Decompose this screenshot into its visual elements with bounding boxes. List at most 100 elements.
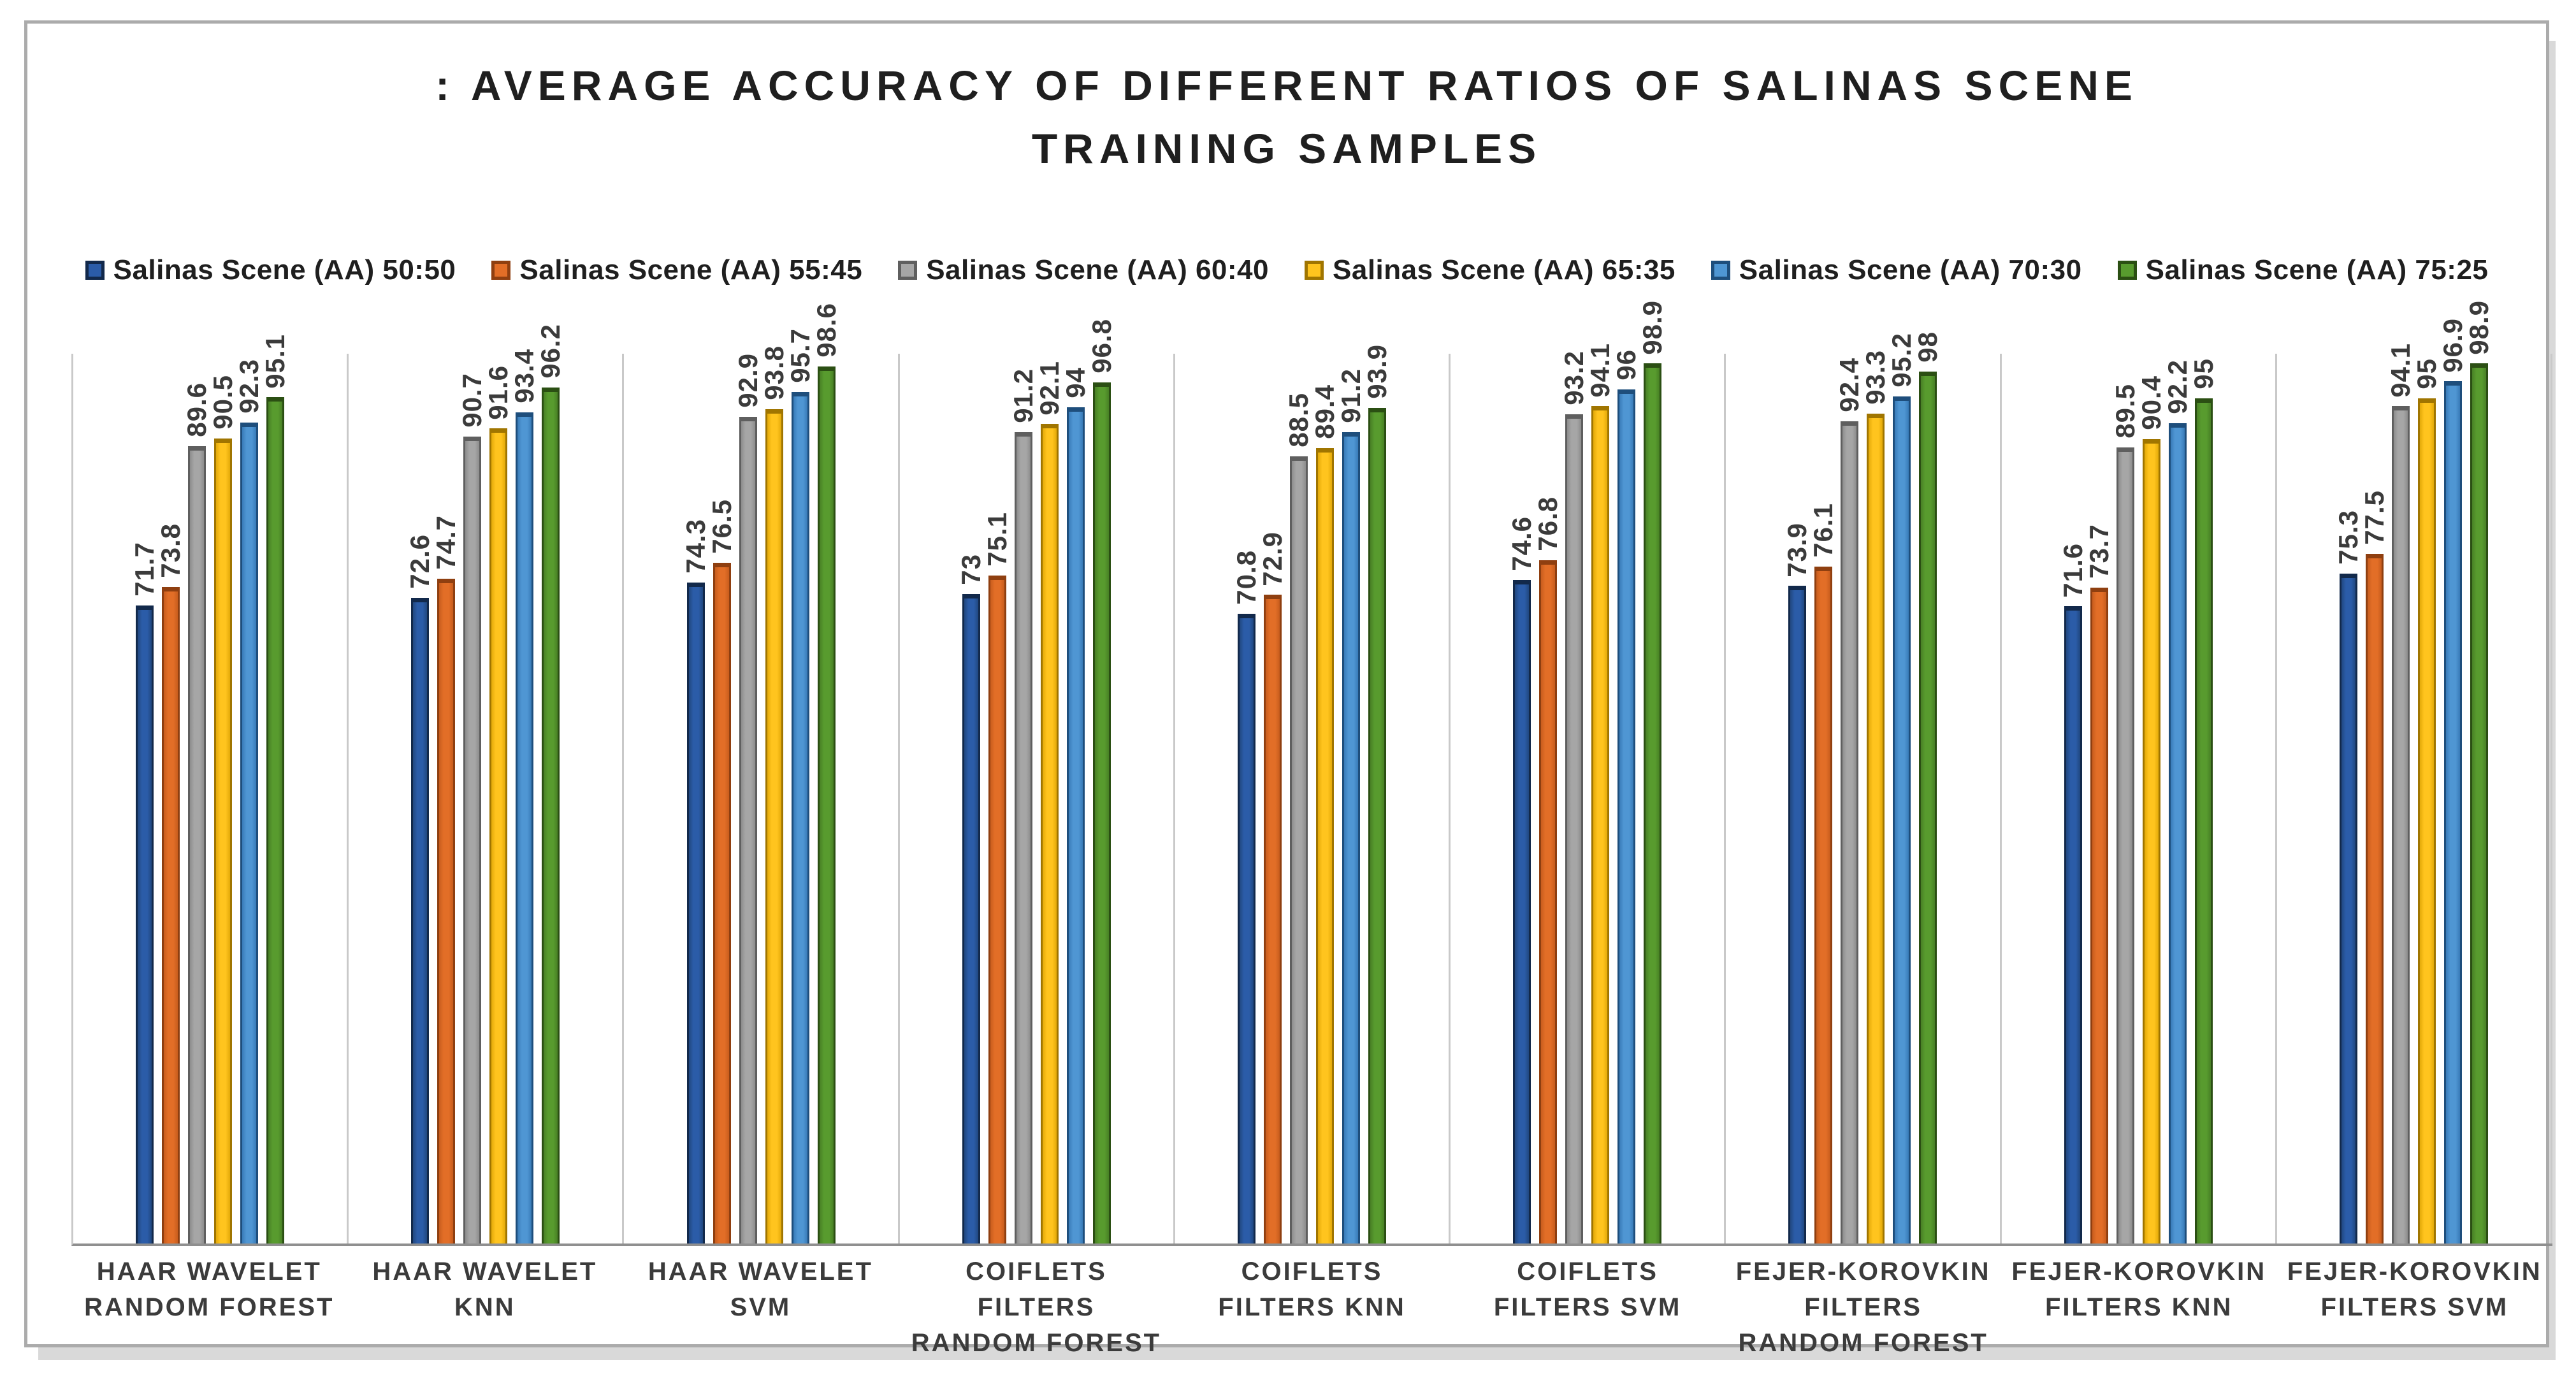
- category-axis: HAAR WAVELET RANDOM FOREST HAAR WAVELET K…: [71, 1254, 2552, 1361]
- plot-area: 71.7 73.8 89.6 90.5 92.3 95.1 72.6 74.7 90.7 91.6…: [71, 300, 2552, 1246]
- category-label: FEJER-KOROVKIN FILTERS RANDOM FOREST: [1735, 1258, 1991, 1357]
- bar-slot: 93.4: [509, 349, 539, 1243]
- bar-slot: 73.7: [2084, 354, 2114, 1243]
- bar-value-label: 93.2: [1559, 351, 1589, 405]
- category-group: 74.3 76.5 92.9 93.8 95.7 98.6: [624, 303, 900, 1243]
- bar: [2194, 398, 2213, 1243]
- bar-value-label: 73: [955, 554, 986, 585]
- bar: [2365, 554, 2384, 1243]
- bar: [1539, 560, 1558, 1243]
- bar: [188, 446, 206, 1243]
- bar-slot: 89.5: [2110, 354, 2140, 1243]
- bar: [2339, 573, 2357, 1243]
- bar: [2443, 381, 2462, 1243]
- bar: [1617, 389, 1636, 1243]
- bar-slot: 95.7: [785, 328, 815, 1243]
- bar-value-label: 72.9: [1257, 531, 1287, 586]
- category-group: 75.3 77.5 94.1 95 96.9 98.9: [2277, 300, 2552, 1243]
- legend-label: Salinas Scene (AA) 65:35: [1333, 254, 1675, 286]
- legend-swatch-icon: [898, 261, 918, 280]
- bar-slot: 96.2: [535, 324, 565, 1243]
- bar-slot: 96: [1611, 349, 1641, 1243]
- bar-value-label: 98: [1913, 331, 1943, 363]
- bar-value-label: 94: [1060, 367, 1090, 398]
- legend-item: Salinas Scene (AA) 75:25: [2117, 254, 2489, 286]
- bar-slot: 98.9: [1637, 300, 1667, 1243]
- bar-value-label: 96.8: [1086, 318, 1117, 373]
- bar-slot: 90.4: [2136, 354, 2166, 1243]
- bar-value-label: 76.5: [706, 499, 737, 555]
- bar-slot: 90.5: [208, 354, 238, 1243]
- bar-value-label: 93.3: [1860, 349, 1891, 405]
- bar: [162, 586, 180, 1243]
- bar: [1368, 408, 1386, 1243]
- bar-slot: 96.9: [2438, 318, 2468, 1243]
- bar: [1040, 424, 1059, 1243]
- bar: [1513, 579, 1531, 1243]
- bar-slot: 73: [956, 354, 986, 1243]
- bar-slot: 93.2: [1559, 351, 1589, 1243]
- bar-value-label: 92.2: [2162, 359, 2192, 414]
- bar: [1342, 431, 1360, 1243]
- category-label: COIFLETS FILTERS SVM: [1493, 1258, 1682, 1321]
- bar-value-label: 71.6: [2057, 542, 2088, 598]
- bar-value-label: 98.6: [811, 302, 841, 358]
- bar: [2391, 406, 2410, 1243]
- bar: [411, 597, 430, 1243]
- category-label: HAAR WAVELET SVM: [648, 1258, 873, 1321]
- bar-slot: 93.9: [1362, 344, 1392, 1243]
- bar-value-label: 96.2: [535, 324, 566, 379]
- bar-slot: 92.2: [2162, 354, 2192, 1243]
- bar-value-label: 73.7: [2083, 524, 2114, 579]
- bar-value-label: 92.9: [732, 353, 763, 409]
- bar-value-label: 90.7: [457, 373, 488, 428]
- bar-slot: 72.9: [1257, 354, 1287, 1243]
- bar-value-label: 95: [2411, 358, 2442, 389]
- bar-value-label: 89.5: [2109, 383, 2140, 439]
- bar-slot: 76.5: [707, 354, 737, 1243]
- bar: [1066, 407, 1085, 1243]
- bar-slot: 98.9: [2464, 300, 2494, 1243]
- bar-slot: 93.3: [1860, 350, 1890, 1243]
- chart-title-line2: TRAINING SAMPLES: [1031, 125, 1542, 172]
- category-label: COIFLETS FILTERS RANDOM FOREST: [911, 1258, 1162, 1357]
- bar-slot: 71.6: [2058, 354, 2088, 1243]
- bar-value-label: 76.8: [1533, 497, 1563, 551]
- bar-slot: 92.4: [1834, 354, 1864, 1243]
- bar: [1788, 586, 1807, 1243]
- bar-slot: 94: [1060, 354, 1090, 1243]
- bar-value-label: 91.6: [483, 365, 514, 420]
- bar: [1092, 382, 1111, 1243]
- bar-slot: 71.7: [129, 354, 159, 1243]
- bar-value-label: 72.6: [405, 533, 435, 589]
- category-label: FEJER-KOROVKIN FILTERS SVM: [2287, 1258, 2542, 1321]
- bar-slot: 70.8: [1231, 354, 1261, 1243]
- bar: [1289, 456, 1308, 1243]
- legend-item: Salinas Scene (AA) 55:45: [491, 254, 862, 286]
- legend: Salinas Scene (AA) 50:50 Salinas Scene (A…: [27, 254, 2546, 286]
- bar-slot: 74.3: [681, 354, 711, 1243]
- bar: [266, 397, 285, 1243]
- bar-value-label: 93.8: [758, 345, 789, 400]
- bar: [1315, 447, 1334, 1243]
- bar-value-label: 98.9: [2463, 300, 2494, 355]
- bar: [214, 438, 233, 1243]
- bar-value-label: 75.1: [981, 511, 1012, 567]
- bar: [1237, 613, 1255, 1243]
- bar-value-label: 95.7: [785, 328, 815, 384]
- bar-slot: 76.8: [1533, 354, 1563, 1243]
- bar: [817, 366, 836, 1243]
- bar: [437, 579, 456, 1243]
- bar-slot: 90.7: [457, 354, 487, 1243]
- bar-slot: 74.7: [431, 354, 461, 1243]
- bar: [2090, 588, 2108, 1243]
- bar: [1591, 406, 1610, 1243]
- bar-slot: 98: [1913, 331, 1943, 1243]
- bar-value-label: 94.1: [2385, 342, 2415, 398]
- bar: [2142, 439, 2160, 1243]
- bar: [1919, 371, 1937, 1243]
- category-group: 73.9 76.1 92.4 93.3 95.2 98: [1726, 331, 2002, 1243]
- bar-slot: 73.9: [1782, 354, 1812, 1243]
- bar-slot: 95.1: [260, 334, 290, 1243]
